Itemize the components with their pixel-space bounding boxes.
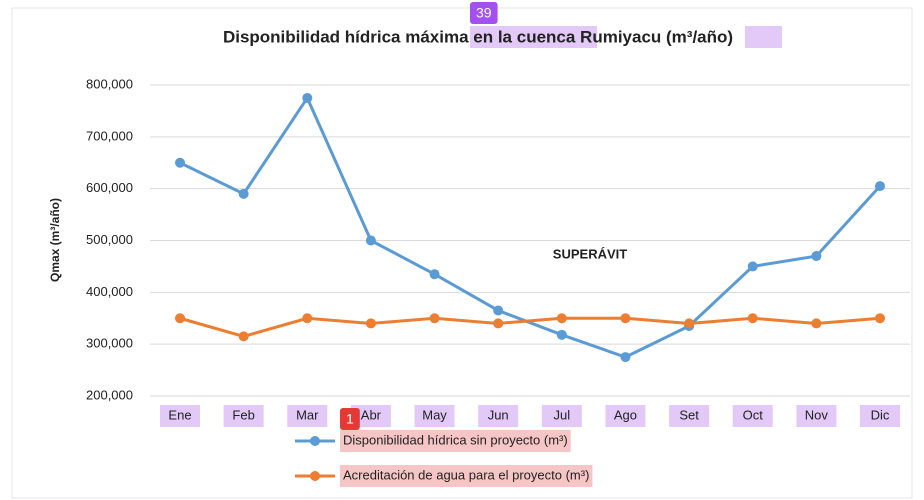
badge-box xyxy=(470,2,498,24)
highlight xyxy=(287,405,328,427)
x-tick-label: Feb xyxy=(232,407,254,422)
marker xyxy=(811,318,822,329)
highlight xyxy=(732,405,773,427)
marker xyxy=(175,157,185,168)
marker xyxy=(811,251,822,262)
y-tick-label: 200,000 xyxy=(86,387,133,402)
highlight xyxy=(340,465,593,487)
marker xyxy=(620,313,631,324)
x-tick-label: Jun xyxy=(488,407,509,422)
highlight xyxy=(340,430,571,452)
marker xyxy=(429,313,440,324)
legend-marker xyxy=(310,436,320,446)
badge: 39 xyxy=(470,2,498,24)
x-tick-label: Ago xyxy=(614,407,637,422)
highlight xyxy=(860,405,900,427)
marker xyxy=(556,329,567,340)
badge: 1 xyxy=(340,408,360,430)
x-tick-label: Nov xyxy=(805,407,829,422)
marker xyxy=(747,313,758,324)
marker xyxy=(365,235,376,246)
marker xyxy=(684,318,695,329)
x-tick-label: Dic xyxy=(871,407,890,422)
y-tick-label: 300,000 xyxy=(86,336,133,351)
annotation: SUPERÁVIT xyxy=(553,246,627,261)
highlight xyxy=(350,405,391,427)
marker xyxy=(747,261,758,272)
x-tick-label: Set xyxy=(679,407,699,422)
marker xyxy=(493,318,504,329)
marker xyxy=(175,313,185,324)
marker xyxy=(302,313,313,324)
chart-title: Disponibilidad hídrica máxima en la cuen… xyxy=(223,27,733,46)
marker xyxy=(302,92,313,103)
marker xyxy=(875,181,885,192)
badge-label: 39 xyxy=(476,5,492,21)
badge-box xyxy=(340,408,360,430)
y-tick-label: 800,000 xyxy=(86,76,133,91)
legend-marker xyxy=(310,471,320,481)
y-tick-label: 600,000 xyxy=(86,180,133,195)
highlight xyxy=(478,405,519,427)
x-tick-label: Mar xyxy=(296,407,319,422)
marker xyxy=(238,331,249,342)
highlight xyxy=(605,405,646,427)
legend-label: Acreditación de agua para el proyecto (m… xyxy=(343,467,589,482)
x-tick-label: Oct xyxy=(743,407,764,422)
marker xyxy=(556,313,567,324)
y-tick-label: 500,000 xyxy=(86,232,133,247)
x-tick-label: Jul xyxy=(554,407,571,422)
marker xyxy=(620,352,631,363)
x-tick-label: May xyxy=(422,407,447,422)
highlight xyxy=(160,405,200,427)
highlight xyxy=(796,405,837,427)
marker xyxy=(429,269,440,280)
highlight xyxy=(669,405,710,427)
highlight xyxy=(745,26,782,48)
series-line xyxy=(179,316,881,338)
marker xyxy=(493,305,504,316)
legend-label: Disponibilidad hídrica sin proyecto (m³) xyxy=(343,432,568,447)
highlight xyxy=(470,26,597,48)
x-tick-label: Abr xyxy=(361,407,382,422)
marker xyxy=(365,318,376,329)
highlight xyxy=(541,405,582,427)
y-tick-label: 700,000 xyxy=(86,128,133,143)
x-tick-label: Ene xyxy=(168,407,191,422)
chart-frame xyxy=(11,7,913,499)
y-axis-label: Qmax (m³/año) xyxy=(48,198,62,282)
marker xyxy=(238,188,249,199)
marker xyxy=(875,313,885,324)
badge-label: 1 xyxy=(346,411,354,427)
y-tick-label: 400,000 xyxy=(86,284,133,299)
highlight xyxy=(414,405,455,427)
series-line xyxy=(179,94,882,359)
highlight xyxy=(223,405,264,427)
